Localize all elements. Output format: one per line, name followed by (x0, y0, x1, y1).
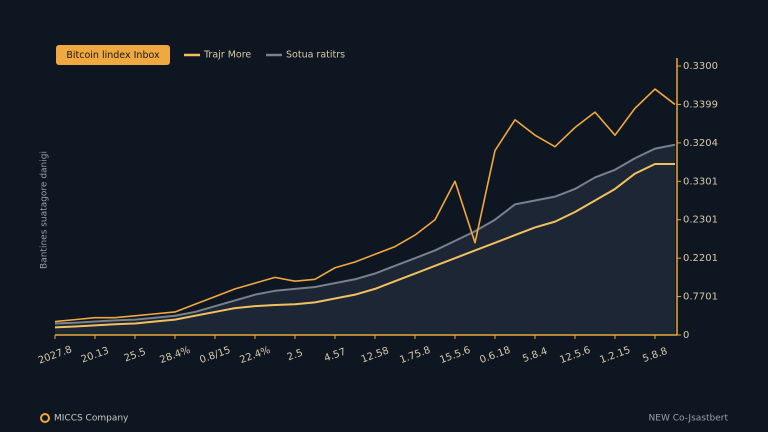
legend-box (56, 45, 170, 65)
line-series (54, 162, 675, 329)
footer-icon (40, 413, 50, 423)
y-tick-label: 0.3204 (683, 138, 718, 149)
area (55, 144, 675, 335)
y-tick-label: 0.2201 (683, 253, 718, 264)
footer-right: NEW Co-Jsastbert (649, 414, 729, 424)
y-tick-label: 0.3300 (683, 61, 718, 72)
x-tick-label: 2.5 (286, 348, 305, 364)
y-tick-label: 0.7701 (683, 292, 718, 303)
y-tick-label: 0.2301 (683, 215, 718, 226)
y-tick-label: 0.3301 (683, 176, 718, 187)
legend-label: Sotua ratitrs (286, 50, 345, 61)
y-tick-label: 0 (683, 330, 689, 341)
legend-label: Bitcoin lindex Inbox (66, 50, 160, 61)
y-tick-label: 0.3399 (683, 99, 718, 110)
line-series (54, 88, 676, 323)
footer-left: MICCS Company (54, 414, 129, 424)
y-axis-label: Bantines suatagore danigi (40, 151, 50, 269)
line-series (54, 143, 676, 325)
legend-label: Trajr More (203, 50, 251, 61)
